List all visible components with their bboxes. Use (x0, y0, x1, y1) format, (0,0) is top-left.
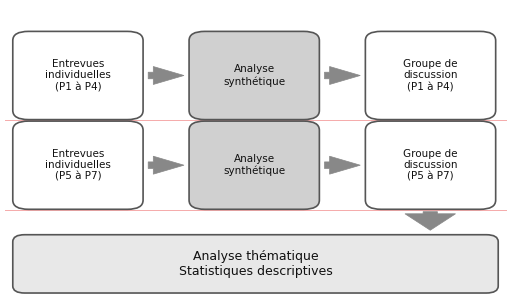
FancyBboxPatch shape (13, 121, 143, 209)
Text: Entrevues
individuelles
(P1 à P4): Entrevues individuelles (P1 à P4) (45, 59, 111, 92)
FancyBboxPatch shape (365, 31, 496, 120)
Polygon shape (324, 156, 360, 174)
FancyBboxPatch shape (189, 31, 319, 120)
Polygon shape (148, 156, 184, 174)
Text: Groupe de
discussion
(P1 à P4): Groupe de discussion (P1 à P4) (403, 59, 458, 92)
FancyBboxPatch shape (13, 235, 498, 293)
Text: Analyse
synthétique: Analyse synthétique (223, 154, 285, 176)
FancyBboxPatch shape (13, 31, 143, 120)
Text: Analyse thématique
Statistiques descriptives: Analyse thématique Statistiques descript… (179, 250, 332, 278)
Text: Groupe de
discussion
(P5 à P7): Groupe de discussion (P5 à P7) (403, 149, 458, 182)
FancyBboxPatch shape (189, 121, 319, 209)
Text: Analyse
synthétique: Analyse synthétique (223, 64, 285, 87)
Text: Entrevues
individuelles
(P5 à P7): Entrevues individuelles (P5 à P7) (45, 149, 111, 182)
Polygon shape (405, 212, 456, 230)
Polygon shape (148, 67, 184, 85)
Polygon shape (324, 67, 360, 85)
FancyBboxPatch shape (365, 121, 496, 209)
